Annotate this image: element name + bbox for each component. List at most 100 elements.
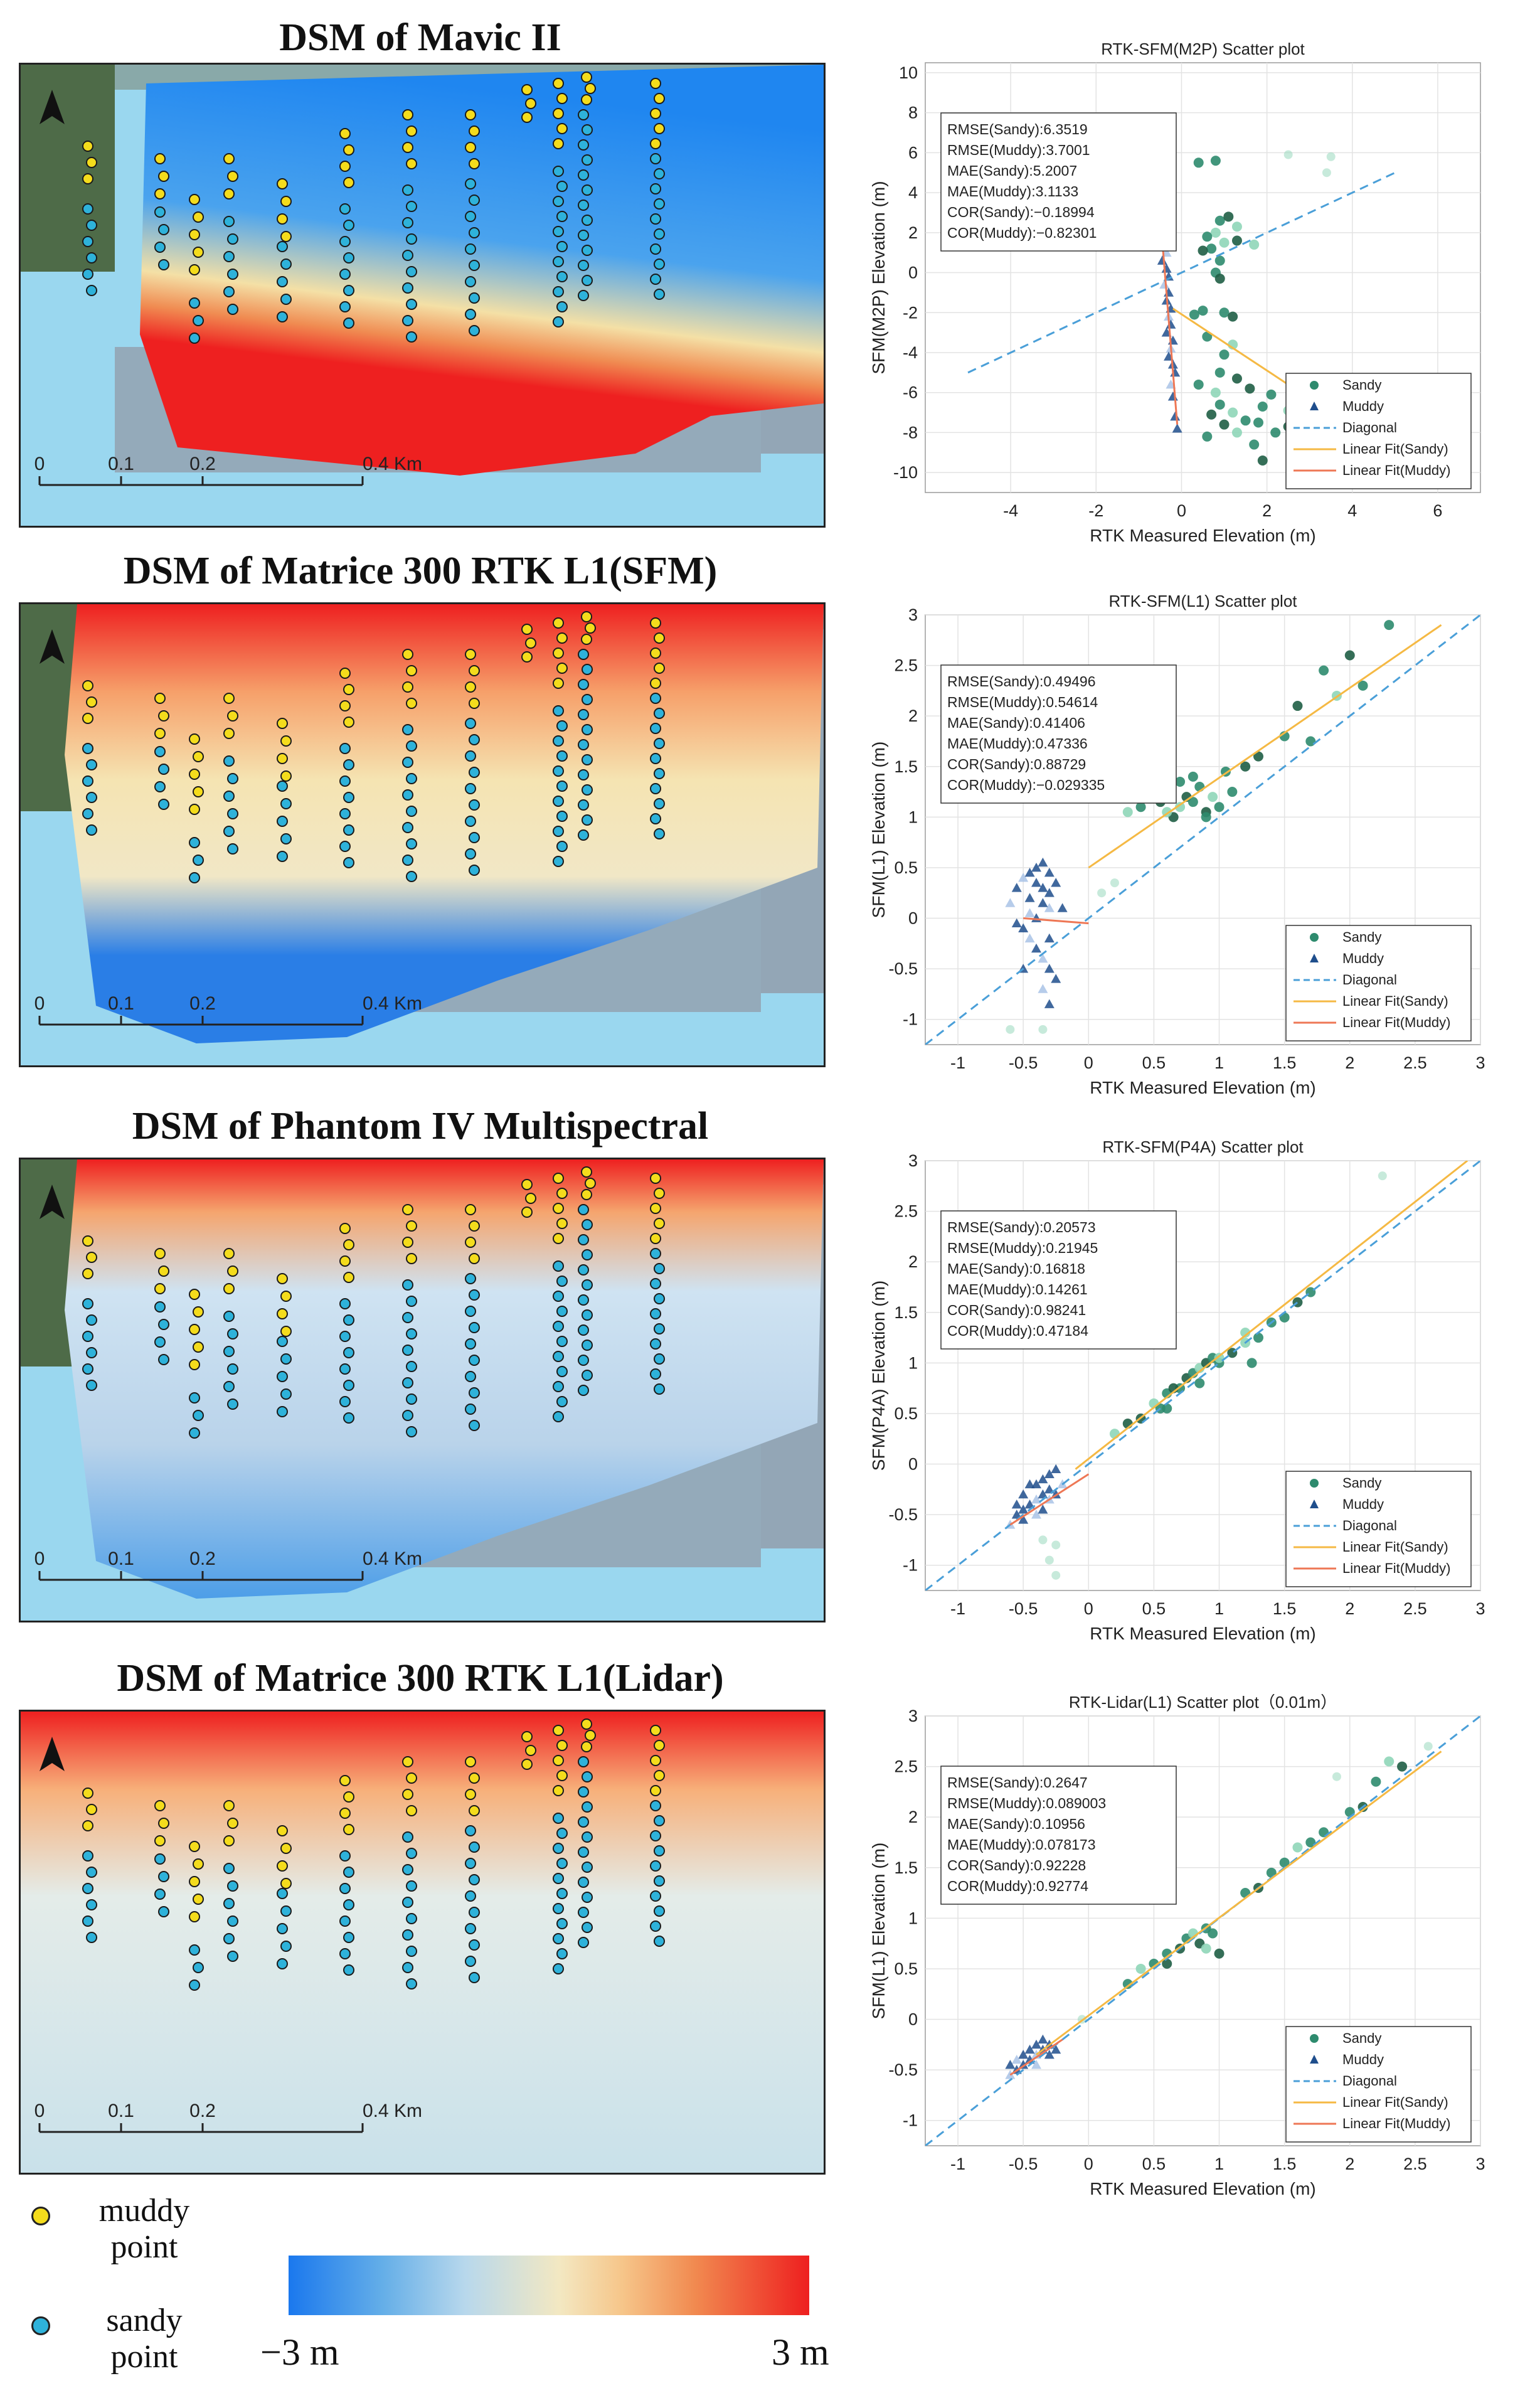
muddy-survey-point: [553, 138, 564, 149]
dsm-map-image: 0 0.1 0.2 0.4 Km: [21, 1159, 824, 1621]
sandy-survey-point: [82, 269, 93, 280]
muddy-survey-point: [280, 1878, 292, 1889]
x-tick-label: 0.5: [1142, 1053, 1166, 1072]
x-tick-label: -2: [1088, 501, 1103, 520]
sandy-survey-point: [277, 780, 288, 792]
muddy-survey-point: [654, 1188, 665, 1199]
sandy-survey-point: [343, 792, 354, 803]
sandy-survey-point: [339, 841, 351, 852]
x-tick-label: 1: [1214, 1599, 1224, 1618]
x-tick-label: 1.5: [1273, 1053, 1297, 1072]
muddy-survey-point: [406, 1220, 417, 1232]
stats-line: COR(Muddy):0.92774: [947, 1878, 1088, 1894]
muddy-survey-point: [189, 194, 200, 205]
sandy-survey-point: [343, 252, 354, 264]
muddy-survey-point: [223, 1283, 235, 1294]
muddy-point: [1038, 1489, 1048, 1499]
muddy-survey-point: [469, 665, 480, 676]
sandy-survey-point: [578, 739, 589, 750]
sandy-survey-point: [154, 242, 166, 253]
muddy-survey-point: [223, 188, 235, 200]
sandy-point: [1344, 650, 1355, 661]
sandy-point: [1214, 1948, 1225, 1959]
fit-line-sandy: [1036, 1750, 1442, 2056]
sandy-survey-point: [82, 775, 93, 787]
muddy-survey-point: [654, 1218, 665, 1229]
sandy-survey-point: [582, 1831, 593, 1843]
sandy-point: [1193, 157, 1204, 168]
sandy-point: [1219, 307, 1230, 318]
sandy-survey-point: [654, 1293, 665, 1304]
sandy-survey-point: [578, 799, 589, 811]
muddy-survey-point: [553, 1785, 564, 1796]
sandy-survey-point: [227, 1951, 238, 1962]
stats-line: RMSE(Muddy):0.54614: [947, 694, 1098, 710]
sandy-survey-point: [223, 216, 235, 227]
legend-entry: Linear Fit(Muddy): [1342, 2116, 1450, 2131]
muddy-point: [1024, 868, 1035, 877]
sandy-survey-point: [154, 1301, 166, 1313]
sandy-survey-point: [465, 211, 476, 222]
sandy-survey-point: [582, 1922, 593, 1933]
sandy-survey-point: [223, 1381, 235, 1392]
map-title: DSM of Phantom IV Multispectral: [132, 1105, 709, 1148]
scatter-chart: -1 -0.5 0 0.5 1 1.5 2 2.5 3 -1 -0.5 0 0.5 1 1.5 2 2.5 3 RT…: [869, 593, 1485, 1097]
sandy-survey-point: [406, 1913, 417, 1924]
sandy-point: [1246, 1358, 1257, 1368]
muddy-survey-point: [585, 1730, 596, 1741]
muddy-survey-point: [465, 109, 476, 120]
muddy-legend-item: muddy point: [25, 2193, 213, 2287]
sandy-survey-point: [406, 1296, 417, 1307]
muddy-survey-point: [193, 247, 204, 258]
sandy-survey-point: [553, 796, 564, 807]
sandy-survey-point: [280, 798, 292, 809]
sandy-survey-point: [339, 1883, 351, 1894]
sandy-survey-point: [280, 1353, 292, 1365]
muddy-survey-point: [650, 108, 661, 119]
muddy-point: [1038, 954, 1048, 963]
x-tick-label: -0.5: [1009, 1053, 1038, 1072]
y-tick-label: 2.5: [894, 656, 918, 675]
y-tick-label: 4: [908, 183, 918, 202]
sandy-survey-point: [465, 1306, 476, 1317]
muddy-point: [1024, 1500, 1035, 1509]
stats-line: MAE(Muddy):0.14261: [947, 1281, 1088, 1297]
stats-line: RMSE(Muddy):3.7001: [947, 142, 1090, 158]
muddy-survey-point: [339, 1223, 351, 1234]
map-title: DSM of Mavic II: [279, 16, 561, 59]
sandy-survey-point: [556, 841, 568, 852]
sandy-survey-point: [556, 211, 568, 222]
muddy-survey-point: [86, 696, 97, 708]
sandy-survey-point: [556, 750, 568, 762]
sandy-point: [1292, 1842, 1303, 1853]
sandy-survey-point: [556, 1858, 568, 1869]
x-tick-label: -1: [950, 1053, 965, 1072]
legend-entry: Linear Fit(Muddy): [1342, 462, 1450, 478]
muddy-point: [1038, 1505, 1048, 1514]
muddy-survey-point: [86, 1252, 97, 1263]
stats-line: COR(Sandy):0.92228: [947, 1857, 1086, 1873]
sandy-point: [1206, 409, 1217, 420]
sandy-survey-point: [227, 1398, 238, 1410]
sandy-survey-point: [654, 768, 665, 779]
sandy-survey-point: [343, 1964, 354, 1976]
muddy-survey-point: [556, 1770, 568, 1781]
sandy-survey-point: [465, 1858, 476, 1869]
sandy-survey-point: [650, 1890, 661, 1902]
muddy-survey-point: [343, 1239, 354, 1250]
muddy-point: [1057, 903, 1068, 912]
sandy-point: [1210, 156, 1221, 166]
muddy-survey-point: [193, 786, 204, 797]
muddy-survey-point: [277, 213, 288, 225]
sandy-point: [1384, 620, 1395, 631]
muddy-survey-point: [581, 611, 592, 622]
sandy-survey-point: [469, 1972, 480, 1983]
dsm-map-image: 0 0.1 0.2 0.4 Km: [21, 1712, 824, 2173]
muddy-point: [1038, 2034, 1048, 2044]
sandy-survey-point: [154, 1336, 166, 1348]
muddy-survey-point: [521, 624, 533, 635]
x-tick-label: 2: [1262, 501, 1272, 520]
y-tick-label: 2.5: [894, 1202, 918, 1221]
sandy-survey-point: [277, 241, 288, 252]
sandy-survey-point: [343, 317, 354, 329]
